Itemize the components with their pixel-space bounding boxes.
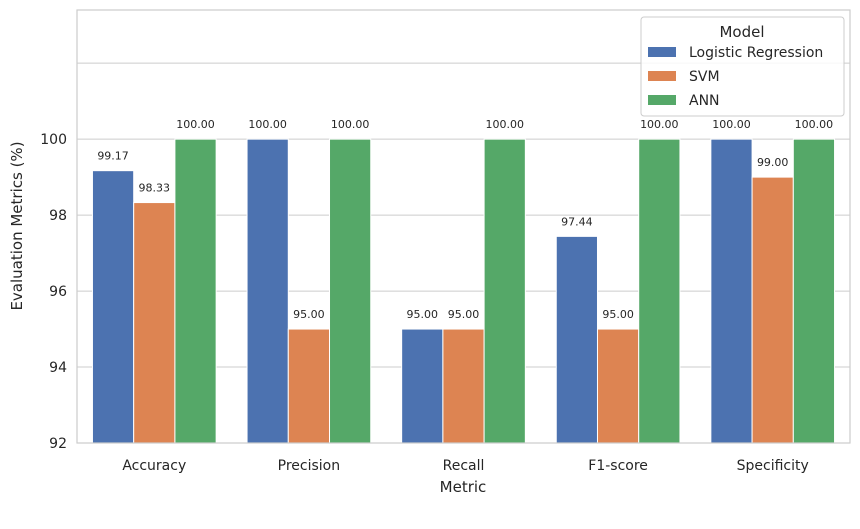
x-tick-label: Recall (443, 458, 485, 474)
y-tick-label: 98 (49, 208, 67, 224)
bar (287, 328, 331, 444)
y-tick-label: 94 (49, 360, 67, 376)
bar (483, 138, 526, 444)
data-label: 100.00 (248, 118, 287, 131)
y-tick-label: 100 (40, 132, 67, 148)
legend-box (640, 16, 845, 117)
bars-group (91, 138, 836, 444)
legend-label: ANN (689, 93, 720, 109)
legend-swatch (648, 95, 676, 105)
x-tick-label: F1-score (588, 458, 648, 474)
bar (751, 176, 794, 444)
x-tick-label: Specificity (737, 458, 809, 474)
data-label: 100.00 (795, 118, 834, 131)
bar (133, 202, 176, 444)
data-label: 97.44 (561, 215, 593, 228)
bar (329, 138, 372, 444)
y-tick-label: 96 (49, 284, 67, 300)
x-axis-label: Metric (440, 478, 487, 496)
legend-title: Model (719, 23, 764, 41)
data-label: 99.17 (97, 150, 129, 163)
y-tick-labels: 92 94 96 98 100 (40, 132, 67, 452)
bar (710, 138, 753, 444)
bar (596, 328, 640, 444)
bar (246, 138, 289, 444)
y-tick-label: 92 (49, 436, 67, 452)
bar (442, 328, 485, 444)
data-label: 98.33 (139, 182, 171, 195)
data-labels-group: 99.17 98.33 100.00 100.00 95.00 100.00 95.00 95… (97, 118, 833, 321)
y-axis-label: Evaluation Metrics (%) (8, 141, 26, 310)
legend-swatch (648, 71, 676, 81)
data-label: 100.00 (485, 118, 524, 131)
bar (555, 235, 598, 444)
bar (401, 328, 444, 444)
data-label: 95.00 (602, 308, 634, 321)
data-label: 95.00 (448, 308, 480, 321)
legend-label: Logistic Regression (689, 45, 823, 61)
data-label: 95.00 (293, 308, 325, 321)
x-tick-label: Precision (278, 458, 340, 474)
data-label: 100.00 (640, 118, 679, 131)
bar (174, 138, 217, 444)
data-label: 100.00 (176, 118, 215, 131)
plot-frame (76, 9, 851, 444)
legend-items: Logistic Regression SVM ANN (648, 45, 823, 109)
data-label: 100.00 (331, 118, 370, 131)
x-tick-label: Accuracy (122, 458, 186, 474)
data-label: 100.00 (712, 118, 751, 131)
bar (792, 138, 836, 444)
data-label: 99.00 (757, 156, 789, 169)
legend-swatch (648, 47, 676, 57)
data-label: 95.00 (407, 308, 439, 321)
legend: Model Logistic Regression SVM ANN (640, 16, 845, 117)
x-tick-labels: Accuracy Precision Recall F1-score Specifici… (122, 458, 808, 474)
legend-label: SVM (689, 69, 720, 85)
bar (91, 170, 135, 444)
bar (638, 138, 681, 444)
